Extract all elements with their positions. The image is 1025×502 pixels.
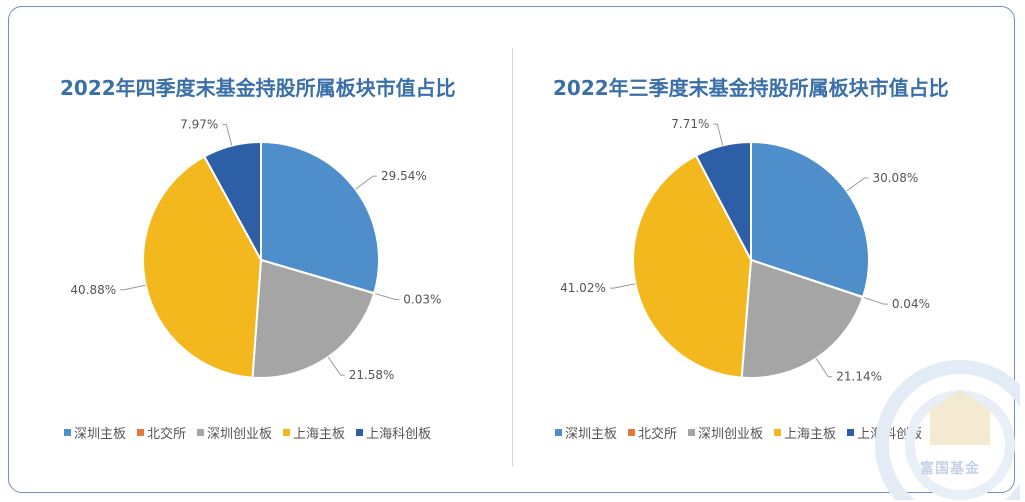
fund-logo-icon [875,360,1020,500]
legend-swatch-2 [688,428,696,436]
data-label-1: 0.04% [892,297,930,311]
legend-label-2: 深圳创业板 [207,426,273,442]
leader-line-2 [327,356,345,376]
leader-line-0 [355,175,378,190]
data-label-1: 0.03% [403,293,441,307]
panel-divider [512,48,513,466]
legend-item-2: 深圳创业板 [688,423,763,442]
pie-chart-q4: 29.54% 0.03% 21.58% 40.88% 7.97% [70,117,441,382]
legend-swatch-0 [64,428,71,436]
leader-line-1 [862,296,888,305]
pie-slice-2 [740,258,865,379]
legend-swatch-3 [774,428,782,436]
legend-item-1: 北交所 [137,423,186,442]
legend-label-3: 上海主板 [784,426,837,442]
legend-label-4: 上海科创板 [366,426,432,442]
data-label-0: 30.08% [872,171,918,185]
legend-swatch-1 [628,428,636,436]
leader-line-1 [374,292,400,301]
pie-slice-0 [750,140,870,299]
legend-label-3: 上海主板 [293,426,346,442]
watermark-text: 富国基金 [920,461,980,477]
chart-title-q3: 2022年三季度末基金持股所属板块市值占比 [553,76,949,100]
legend-label-2: 深圳创业板 [698,426,764,442]
data-label-2: 21.58% [349,368,395,382]
data-label-4: 7.71% [671,117,709,131]
leader-line-3 [609,283,636,289]
legend-item-3: 上海主板 [283,423,345,442]
legend-item-0: 深圳主板 [64,423,126,442]
data-label-0: 29.54% [381,169,427,183]
legend-item-0: 深圳主板 [555,423,617,442]
legend-label-0: 深圳主板 [74,426,127,442]
leader-line-4 [222,123,233,146]
pie-slice-4 [202,140,262,261]
legend-item-1: 北交所 [628,423,677,442]
legend-label-1: 北交所 [147,426,187,442]
legend-swatch-2 [197,428,205,436]
legend-q4: 深圳主板 北交所 深圳创业板 上海主板 上海科创板 [64,423,431,442]
pie-chart-q3: 30.08% 0.04% 21.14% 41.02% 7.71% [560,117,930,384]
legend-swatch-1 [137,428,145,436]
data-label-4: 7.97% [180,117,218,131]
legend-label-1: 北交所 [638,426,678,442]
pie-slice-3 [142,155,263,379]
legend-item-4: 上海科创板 [356,423,431,442]
legend-swatch-4 [847,428,855,436]
leader-line-4 [713,123,724,146]
chart-title-q4: 2022年四季度末基金持股所属板块市值占比 [60,76,456,100]
legend-label-0: 深圳主板 [565,426,618,442]
data-label-3: 41.02% [560,281,606,295]
leader-line-3 [120,284,146,291]
legend-item-3: 上海主板 [774,423,836,442]
pie-slice-3 [632,154,753,379]
legend-swatch-4 [356,428,364,436]
pie-slice-0 [260,140,380,295]
data-label-2: 21.14% [836,370,882,384]
pie-slice-4 [694,140,752,261]
legend-swatch-3 [283,428,291,436]
leader-line-2 [815,358,833,378]
leader-line-0 [846,177,869,192]
legend-swatch-0 [555,428,562,436]
legend-item-2: 深圳创业板 [197,423,272,442]
data-label-3: 40.88% [70,283,116,297]
